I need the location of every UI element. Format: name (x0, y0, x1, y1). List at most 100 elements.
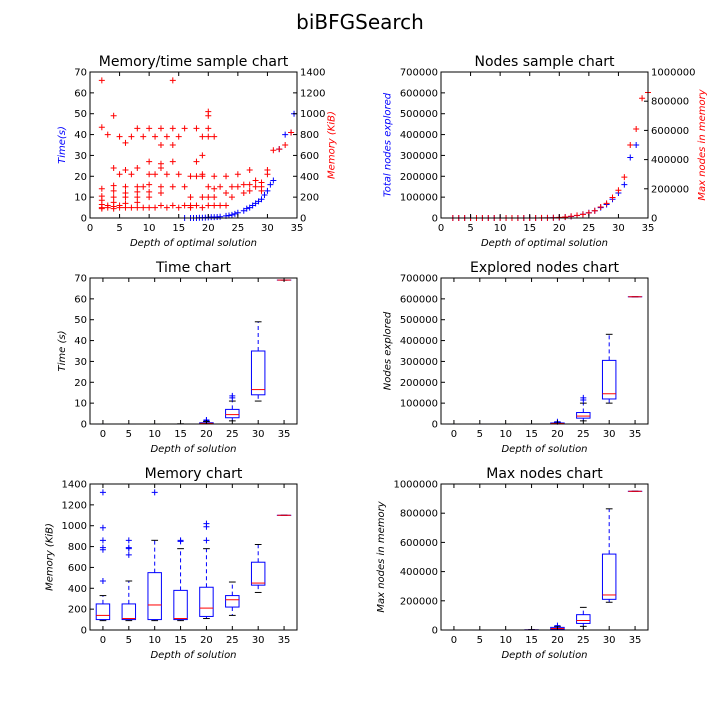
memtime-point (252, 183, 259, 190)
memtime-ylabel-right: Memory (KiB) (327, 111, 338, 179)
memtime-point (181, 125, 188, 132)
memtime-point (122, 167, 129, 174)
memtime-ytick-label-right: 1000 (300, 109, 325, 120)
time-xtick-label: 25 (226, 429, 239, 440)
memory-box (199, 586, 214, 617)
memory-ytick-label: 400 (68, 584, 87, 595)
nodes-xtick-label: 30 (612, 223, 625, 234)
memtime-point (181, 183, 188, 190)
memtime-xtick-label: 10 (143, 223, 156, 234)
memtime-point (258, 187, 265, 194)
memory-box-group (147, 489, 162, 622)
memtime-point (211, 185, 218, 192)
time-box-group (250, 321, 266, 402)
nodes-point (633, 142, 640, 148)
memtime-point (276, 146, 283, 153)
explored-panel: Explored nodes chart 0 5 10 15 20 25 30 35 0 10000… (383, 260, 649, 455)
explored-xtick-label: 15 (525, 429, 538, 440)
memtime-point (187, 173, 194, 180)
memtime-xtick-label: 20 (202, 223, 215, 234)
memtime-point (157, 189, 164, 196)
nodes-ytick-label: 600000 (400, 88, 438, 99)
memtime-point (211, 173, 218, 180)
figure-title: biBFGSearch (296, 10, 424, 34)
memory-box (95, 603, 111, 621)
nodes-ytick-label: 200000 (400, 172, 438, 183)
memtime-point (282, 131, 289, 138)
memtime-point (181, 202, 188, 209)
explored-box (601, 359, 617, 400)
memtime-xtick-label: 30 (261, 223, 274, 234)
memtime-point (122, 139, 129, 146)
memory-flier (125, 537, 132, 544)
nodes-ytick-label: 400000 (400, 130, 438, 141)
memtime-point (134, 125, 141, 132)
explored-xtick-label: 25 (577, 429, 590, 440)
memtime-ytick-label-right: 200 (300, 193, 319, 204)
memtime-point (199, 204, 206, 211)
memtime-point (98, 124, 105, 131)
memtime-point (258, 196, 265, 203)
memory-xtick-label: 15 (174, 635, 187, 646)
memtime-point (163, 204, 170, 211)
memtime-xtick-label: 35 (291, 223, 304, 234)
time-ytick-label: 10 (74, 399, 87, 410)
memory-box-group (199, 520, 214, 620)
memtime-xtick-label: 0 (87, 223, 93, 234)
memory-ytick-label: 600 (68, 563, 87, 574)
time-xtick-label: 5 (126, 429, 132, 440)
memtime-xtick-label: 15 (172, 223, 185, 234)
time-ytick-label: 40 (74, 336, 87, 347)
memtime-point (116, 133, 123, 140)
maxnodes-xlabel: Depth of solution (501, 650, 587, 661)
maxnodes-ylabel: Max nodes in memory (376, 500, 387, 612)
explored-frame (440, 277, 649, 425)
memtime-point (104, 202, 111, 209)
explored-ytick-label: 700000 (400, 274, 438, 285)
memtime-point (140, 133, 147, 140)
maxnodes-panel: Max nodes chart 0 5 10 15 20 25 30 35 0 200000 4000… (376, 466, 649, 661)
memtime-point (205, 194, 212, 201)
maxnodes-box-group (576, 606, 591, 627)
explored-ytick-label: 0 (432, 420, 438, 431)
maxnodes-xtick-label: 20 (551, 635, 564, 646)
time-panel: Time chart 0 5 10 15 20 25 30 35 0 10 20 30 40 50 60 70 D… (57, 260, 298, 455)
explored-ytick-label: 400000 (400, 336, 438, 347)
explored-xlabel: Depth of solution (501, 444, 587, 455)
memtime-ytick-label-right: 800 (300, 130, 319, 141)
memory-ytick-label: 1000 (62, 521, 87, 532)
memtime-point (157, 164, 164, 171)
memtime-point (246, 187, 253, 194)
memtime-point (116, 204, 123, 211)
nodes-ylabel: Total nodes explored (383, 92, 394, 197)
memtime-point (134, 183, 141, 190)
memtime-point (134, 204, 141, 211)
memtime-point (175, 171, 182, 178)
time-flier (229, 392, 236, 399)
memtime-point (140, 183, 147, 190)
memtime-point (146, 204, 153, 211)
memtime-point (169, 142, 176, 148)
explored-title: Explored nodes chart (470, 260, 619, 276)
memtime-point (110, 187, 117, 194)
nodes-xlabel: Depth of optimal solution (481, 238, 608, 249)
memtime-point (228, 211, 235, 218)
memtime-point (261, 192, 268, 199)
memtime-point (205, 133, 212, 140)
nodes-ytick-label: 100000 (400, 193, 438, 204)
memory-flier (99, 489, 106, 496)
maxnodes-frame (440, 483, 649, 631)
memtime-point (199, 173, 206, 180)
memtime-series-left (181, 110, 298, 221)
maxnodes-ytick-label: 600000 (400, 538, 438, 549)
explored-xtick-label: 35 (629, 429, 642, 440)
memtime-point (157, 202, 164, 209)
memtime-point (104, 131, 111, 138)
memtime-point (134, 194, 141, 201)
nodes-point (639, 95, 646, 102)
memory-panel: Memory chart 0 5 10 15 20 25 30 35 0 200 400 600 800 1… (44, 466, 298, 661)
explored-ytick-label: 200000 (400, 378, 438, 389)
memory-box-group (173, 537, 188, 622)
